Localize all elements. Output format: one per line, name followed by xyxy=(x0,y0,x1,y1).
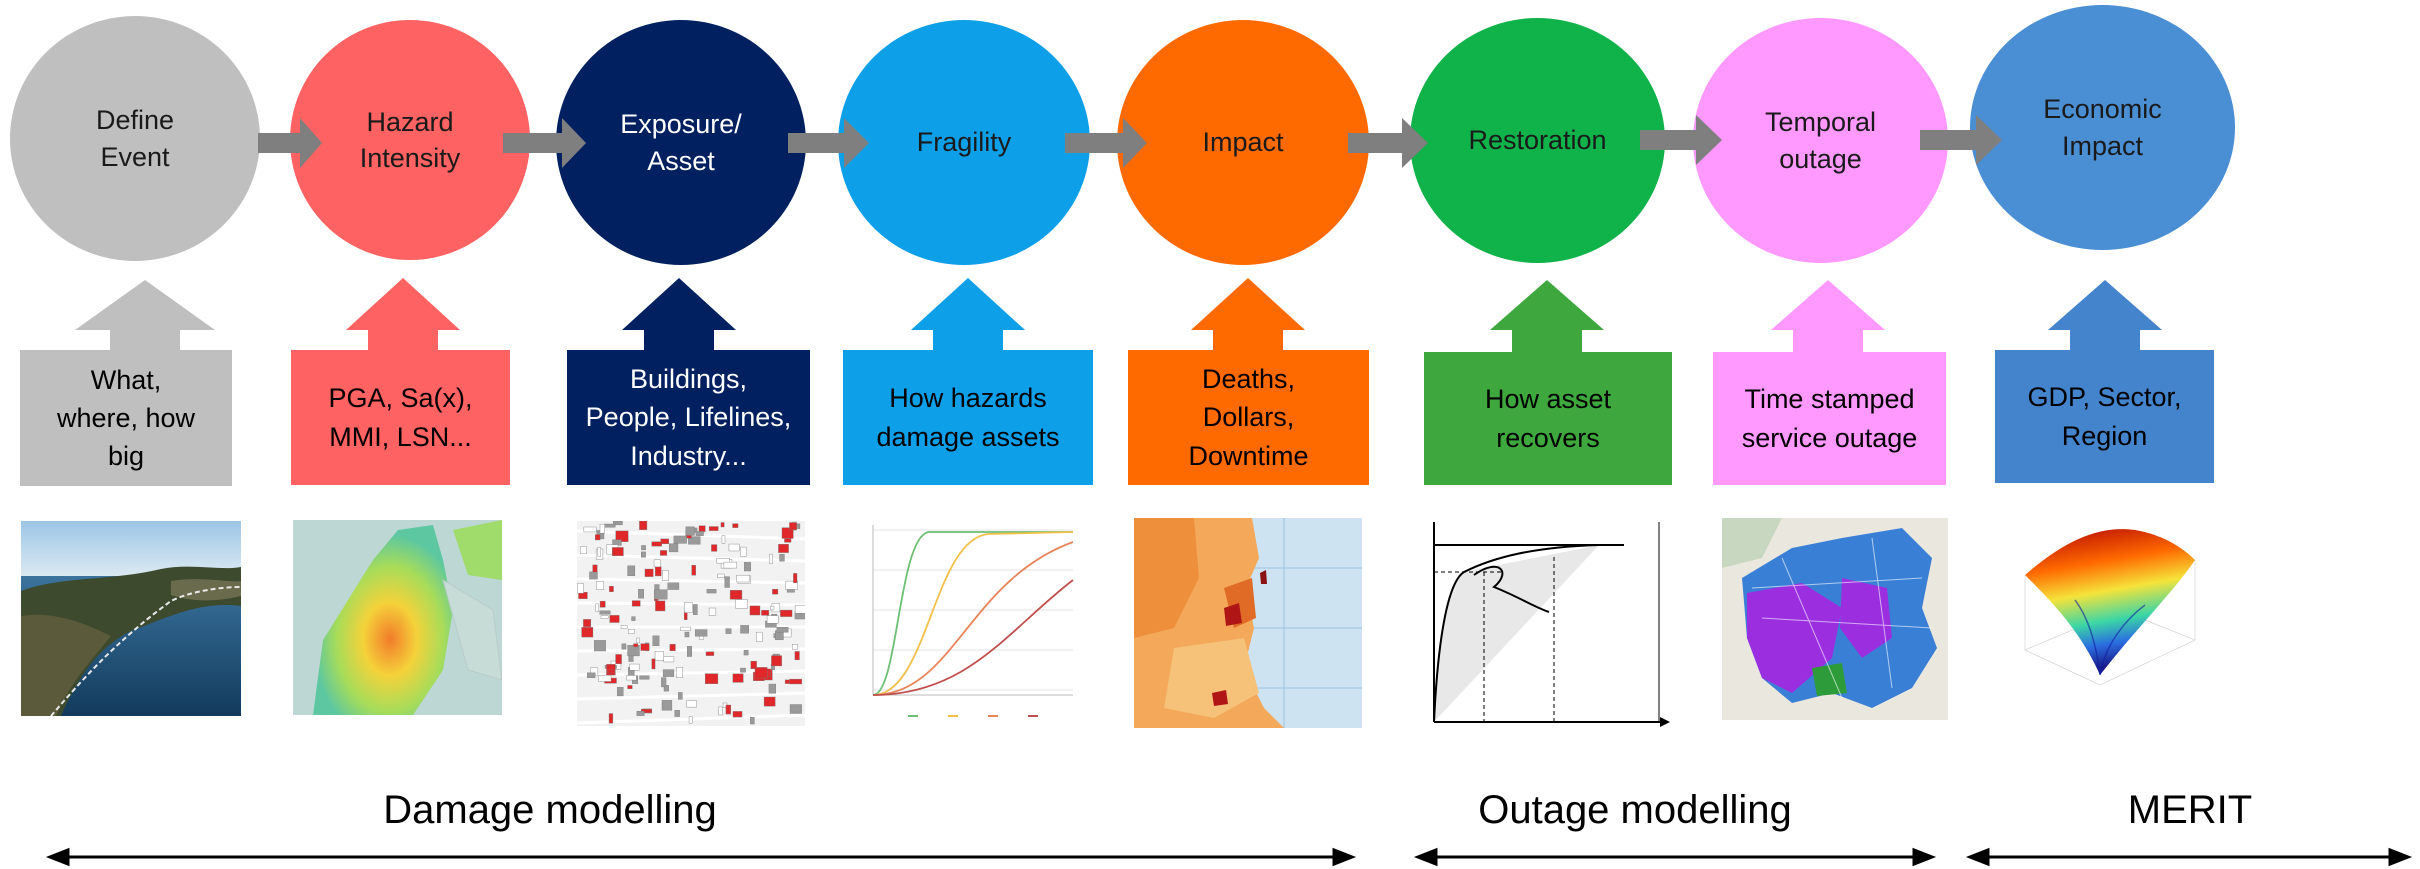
impact-map-image xyxy=(1134,518,1362,728)
section-range-arrows xyxy=(45,847,2413,867)
up-arrow-icon xyxy=(2048,280,2162,330)
info-box-restoration: How asset recovers xyxy=(1424,352,1672,485)
stage-title: Impact xyxy=(1202,127,1284,158)
section-label-damage-modelling: Damage modelling xyxy=(383,788,717,832)
flow-arrows xyxy=(258,115,2002,168)
arrowhead-left-icon xyxy=(1965,847,1990,867)
stage-title: Define Event xyxy=(95,105,175,172)
section-label-outage-modelling: Outage modelling xyxy=(1478,788,1792,832)
up-arrow-icon xyxy=(911,278,1025,330)
box-text: How hazards damage assets xyxy=(876,383,1060,452)
up-arrow-icon xyxy=(1490,280,1604,330)
economic-3d-surface-image xyxy=(2005,520,2210,695)
arrowhead-right-icon xyxy=(2388,847,2413,867)
arrowhead-right-icon xyxy=(1332,847,1357,867)
info-box-impact: Deaths, Dollars, Downtime xyxy=(1128,350,1369,485)
aerial-photo-image xyxy=(21,521,241,716)
section-label-merit: MERIT xyxy=(2127,788,2253,832)
stage-title: Exposure/ Asset xyxy=(620,109,742,176)
info-box-economic-impact: GDP, Sector, Region xyxy=(1995,350,2214,483)
stage-title: Temporal outage xyxy=(1764,107,1877,174)
hazard-heatmap-image xyxy=(293,520,502,715)
stage-circle-fragility: Fragility xyxy=(838,20,1090,265)
up-arrows xyxy=(75,278,2162,360)
restoration-curve-image xyxy=(1424,517,1672,732)
box-text: How asset recovers xyxy=(1484,384,1612,453)
box-text: Deaths, Dollars, Downtime xyxy=(1188,364,1309,471)
box-text: What, where, how big xyxy=(56,364,196,472)
flow-arrow-icon xyxy=(1920,115,2002,165)
box-text: GDP, Sector, Region xyxy=(2027,382,2182,451)
stage-title: Hazard Intensity xyxy=(359,106,461,173)
arrowhead-right-icon xyxy=(1912,847,1937,867)
box-text: Time stamped service outage xyxy=(1741,384,1918,453)
outage-network-map-image xyxy=(1722,518,1948,720)
info-box-hazard-intensity: PGA, Sa(x), MMI, LSN... xyxy=(291,350,510,485)
box-text: Buildings, People, Lifelines, Industry..… xyxy=(585,364,792,471)
flow-arrow-icon xyxy=(1348,118,1428,168)
arrowhead-left-icon xyxy=(45,847,70,867)
up-arrow-icon xyxy=(1191,278,1305,330)
stage-title: Economic Impact xyxy=(2043,94,2162,161)
stage-title: Restoration xyxy=(1468,125,1607,156)
flow-arrow-icon xyxy=(1640,115,1722,165)
stage-circle-exposure-asset: Exposure/ Asset xyxy=(556,20,806,265)
stage-circle-temporal-outage: Temporal outage xyxy=(1693,18,1948,263)
stage-circle-economic-impact: Economic Impact xyxy=(1970,5,2235,250)
stage-circle-define-event: Define Event xyxy=(10,16,260,261)
info-box-define-event: What, where, how big xyxy=(20,350,232,486)
up-arrow-icon xyxy=(346,278,460,330)
info-box-temporal-outage: Time stamped service outage xyxy=(1713,352,1946,485)
stage-circle-hazard-intensity: Hazard Intensity xyxy=(290,20,530,260)
stage-circle-impact: Impact xyxy=(1117,20,1369,265)
flow-arrow-icon xyxy=(258,118,322,168)
stage-title: Fragility xyxy=(916,127,1012,158)
box-text: PGA, Sa(x), MMI, LSN... xyxy=(328,383,473,452)
up-arrow-icon xyxy=(622,278,736,330)
building-map-image xyxy=(577,521,805,726)
flow-arrow-icon xyxy=(503,118,586,168)
flow-arrow-icon xyxy=(788,118,869,168)
info-box-fragility: How hazards damage assets xyxy=(843,350,1093,485)
up-arrow-icon xyxy=(75,280,215,352)
info-box-exposure-asset: Buildings, People, Lifelines, Industry..… xyxy=(567,350,810,485)
stage-circle-restoration: Restoration xyxy=(1410,18,1665,263)
flow-arrow-icon xyxy=(1065,118,1147,168)
up-arrow-icon xyxy=(1771,280,1885,330)
arrowhead-left-icon xyxy=(1413,847,1438,867)
fragility-curves-image xyxy=(858,520,1078,730)
